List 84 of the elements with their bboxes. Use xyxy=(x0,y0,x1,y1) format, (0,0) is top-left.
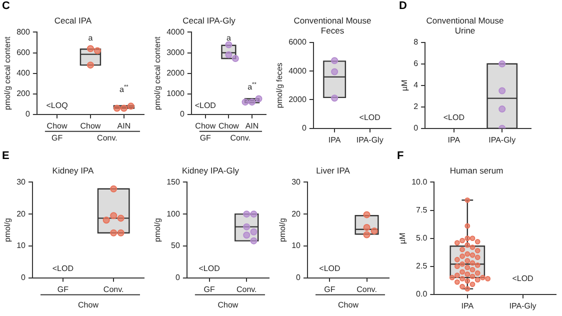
chart-title: Human serum xyxy=(450,165,504,176)
y-tick-label: 0 xyxy=(414,124,419,133)
y-tick-label: 0 xyxy=(25,110,30,119)
y-axis-title: µM xyxy=(400,79,410,92)
text: D xyxy=(399,0,407,12)
y-axis-title: µM xyxy=(398,232,408,244)
y-tick-label: 30 xyxy=(292,177,302,186)
chart-title: Cecal IPA-Gly xyxy=(182,15,236,26)
x-tick-label: IPA xyxy=(448,135,461,144)
y-tick-label: 20 xyxy=(16,209,26,218)
y-tick-label: 1000 xyxy=(166,89,185,98)
x-tick-label: IPA xyxy=(461,301,474,310)
y-tick-label: 3000 xyxy=(166,48,185,57)
y-tick-label: 10 xyxy=(292,241,302,250)
y-tick-label: 50 xyxy=(171,241,180,250)
y-tick-label: 10 xyxy=(16,241,26,250)
y-tick-label: 0 xyxy=(180,110,185,119)
y-tick-label: 100 xyxy=(166,209,180,218)
y-tick-label: 200 xyxy=(16,89,30,98)
y-tick-label: 4000 xyxy=(288,66,307,76)
annotation: <LOD xyxy=(359,112,381,122)
chart-title: Liver IPA xyxy=(316,165,350,176)
y-tick-label: 0 xyxy=(296,273,302,282)
y-tick-label: 800 xyxy=(16,27,30,36)
text: C xyxy=(2,0,10,12)
y-tick-label: 20 xyxy=(292,209,302,218)
y-tick-label: 0 xyxy=(175,273,180,282)
y-tick-label: 0 xyxy=(21,273,26,282)
chart-title: Conventional Mouse Urine xyxy=(426,15,504,36)
x-tick-label: IPA xyxy=(328,135,342,144)
x-tick-label: Conv. xyxy=(103,284,124,294)
y-axis-title: pmol/g xyxy=(3,218,12,242)
x-tick-label: AIN xyxy=(245,121,259,130)
x-tick-label: IPA-Gly xyxy=(488,135,516,144)
y-tick-label: 0.0 xyxy=(416,290,428,299)
chart-title: Kidney IPA xyxy=(52,165,94,176)
annotation: <LOQ xyxy=(46,100,68,110)
y-tick-label: 5.0 xyxy=(416,234,428,243)
y-axis-title: pmol/g xyxy=(278,218,288,242)
y-tick-label: 6000 xyxy=(288,38,307,47)
annotation: a xyxy=(88,33,94,42)
text: F xyxy=(397,150,404,162)
annotation: <LOD xyxy=(52,264,74,274)
y-tick-label: 0 xyxy=(302,124,307,133)
y-axis-title: pmol/g feces xyxy=(275,62,284,108)
annotation: <LOD xyxy=(198,264,220,274)
text: E xyxy=(2,150,10,162)
y-tick-label: 2000 xyxy=(166,68,185,78)
x-tick-label: GF xyxy=(204,284,215,294)
y-tick-label: 4000 xyxy=(166,27,185,36)
y-axis-title: pmol/g cecal content xyxy=(153,36,162,110)
y-tick-label: 7.5 xyxy=(416,205,428,214)
y-tick-label: 2 xyxy=(414,102,419,112)
chart-title: Cecal IPA xyxy=(54,15,92,26)
annotation: a xyxy=(226,33,232,42)
annotation: <LOD xyxy=(194,100,216,110)
y-axis-title: pmol/g cecal content xyxy=(3,36,12,110)
annotation: <LOD xyxy=(319,264,341,274)
y-tick-label: 600 xyxy=(16,48,30,57)
x-tick-label: Conv. xyxy=(236,284,257,294)
x-tick-label: GF xyxy=(57,284,69,294)
x-tick-label: Chow xyxy=(46,121,68,130)
x-tick-label: GF xyxy=(324,284,336,294)
y-tick-label: 2.5 xyxy=(416,262,428,271)
x-tick-label: Chow xyxy=(218,121,240,130)
y-tick-label: 10.0 xyxy=(412,177,428,186)
x-tick-label: Chow xyxy=(195,121,216,130)
y-tick-label: 150 xyxy=(166,177,180,186)
annotation: <LOD xyxy=(443,112,465,122)
y-tick-label: 2000 xyxy=(288,94,307,104)
chart-title: Kidney IPA-Gly xyxy=(182,165,240,176)
x-tick-label: IPA-Gly xyxy=(356,135,384,144)
y-tick-label: 30 xyxy=(16,177,26,186)
y-tick-label: 8 xyxy=(414,38,419,47)
x-tick-label: AIN xyxy=(117,121,131,130)
annotation: <LOD xyxy=(512,274,534,283)
y-tick-label: 4 xyxy=(414,80,419,90)
x-tick-label: Chow xyxy=(80,121,101,130)
y-tick-label: 6 xyxy=(414,59,419,68)
y-tick-label: 400 xyxy=(16,68,30,78)
chart-title: Conventional Mouse Feces xyxy=(294,15,372,36)
x-tick-label: IPA-Gly xyxy=(509,301,536,310)
y-axis-title: pmol/g xyxy=(153,218,162,242)
x-tick-label: Conv. xyxy=(356,284,377,294)
